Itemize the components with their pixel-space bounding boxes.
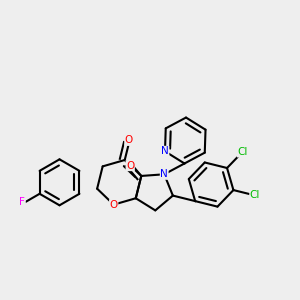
Text: O: O bbox=[110, 200, 118, 210]
Text: N: N bbox=[161, 146, 169, 156]
Text: O: O bbox=[125, 135, 133, 146]
Text: Cl: Cl bbox=[250, 190, 260, 200]
Text: F: F bbox=[20, 197, 25, 207]
Text: N: N bbox=[160, 169, 168, 179]
Text: O: O bbox=[126, 160, 134, 171]
Text: Cl: Cl bbox=[237, 147, 248, 157]
